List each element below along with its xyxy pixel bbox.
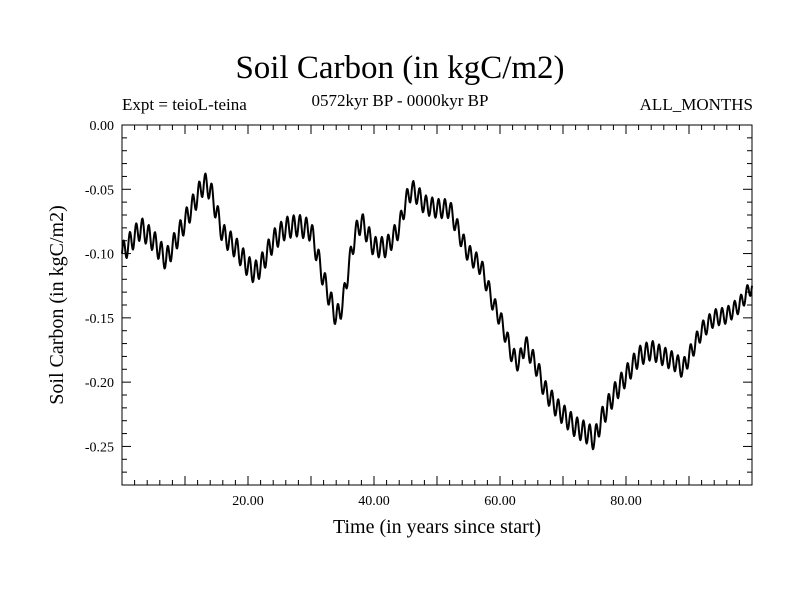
x-tick-label: 20.00 — [232, 494, 264, 509]
y-tick-label: -0.05 — [85, 183, 114, 198]
plot-frame — [121, 124, 753, 486]
y-tick-label: -0.25 — [85, 440, 114, 455]
y-axis-title: Soil Carbon (in kgC/m2) — [46, 205, 68, 404]
x-tick-label: 40.00 — [358, 494, 390, 509]
chart-title: Soil Carbon (in kgC/m2) — [235, 50, 565, 86]
y-tick-label: -0.20 — [85, 376, 114, 391]
x-axis-title: Time (in years since start) — [333, 516, 541, 538]
series-line-soil-carbon — [121, 172, 753, 451]
chart-subtitle: 0572kyr BP - 0000kyr BP — [311, 91, 489, 110]
experiment-label: Expt = teioL-teina — [122, 95, 247, 114]
x-tick-label: 80.00 — [610, 494, 642, 509]
y-tick-label: -0.15 — [85, 312, 114, 327]
x-tick-label: 60.00 — [484, 494, 516, 509]
y-tick-label: 0.00 — [90, 119, 115, 134]
y-tick-label: -0.10 — [85, 248, 114, 263]
months-label: ALL_MONTHS — [639, 95, 753, 114]
